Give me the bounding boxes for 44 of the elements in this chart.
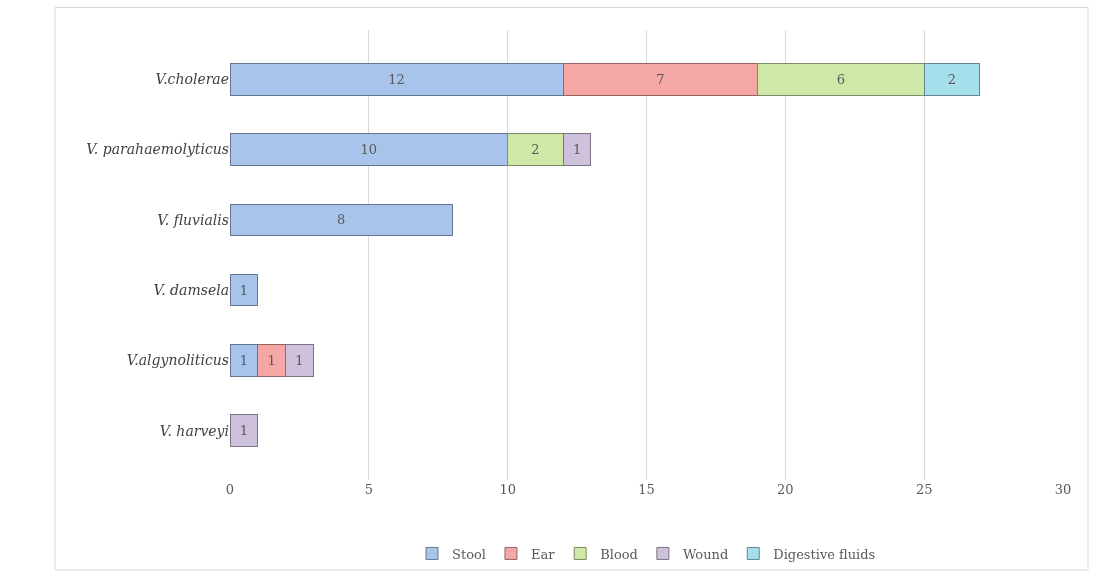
legend-label: Wound [682, 546, 729, 562]
legend-label: Ear [530, 546, 556, 562]
x-tick-label: 15 [638, 482, 655, 497]
data-label: 7 [656, 71, 665, 87]
y-tick-label: V.cholerae [155, 71, 229, 88]
x-tick-label: 25 [915, 482, 933, 497]
y-tick-label: V. parahaemolyticus [86, 141, 229, 158]
legend-label: Stool [452, 546, 486, 562]
bar [257, 344, 287, 377]
legend-label: Digestive fluids [773, 546, 876, 562]
data-label: 8 [336, 212, 346, 228]
data-label: 12 [388, 71, 405, 87]
data-label: 1 [239, 352, 249, 368]
bar [230, 414, 259, 448]
data-label: 1 [239, 282, 249, 298]
x-tick-label: 20 [777, 482, 794, 497]
y-tick-label: V. damsela [153, 282, 229, 299]
legend-label: Blood [600, 546, 638, 562]
bar [230, 344, 259, 377]
bar [230, 62, 564, 96]
bar [230, 203, 453, 237]
data-label: 2 [531, 142, 540, 158]
bar [507, 133, 564, 166]
data-label: 1 [572, 142, 582, 158]
data-label: 10 [360, 142, 378, 158]
x-tick-label: 10 [499, 482, 516, 497]
x-tick-label: 30 [1054, 482, 1072, 497]
y-tick-label: V. fluvialis [157, 211, 229, 228]
bar [230, 273, 259, 307]
x-tick-label: 0 [225, 482, 235, 497]
bar [562, 62, 759, 96]
y-tick-label: V. harveyi [159, 422, 229, 439]
bar [923, 62, 981, 96]
bar [562, 133, 592, 166]
data-label: 6 [836, 71, 846, 87]
bar [757, 62, 925, 96]
bar [285, 344, 314, 377]
data-label: 1 [239, 423, 249, 439]
y-tick-label: V.algynoliticus [126, 352, 229, 369]
data-label: 1 [267, 352, 276, 368]
bar [230, 133, 509, 166]
data-label: 1 [295, 352, 304, 368]
data-label: 2 [947, 71, 957, 87]
x-tick-label: 5 [364, 482, 373, 497]
